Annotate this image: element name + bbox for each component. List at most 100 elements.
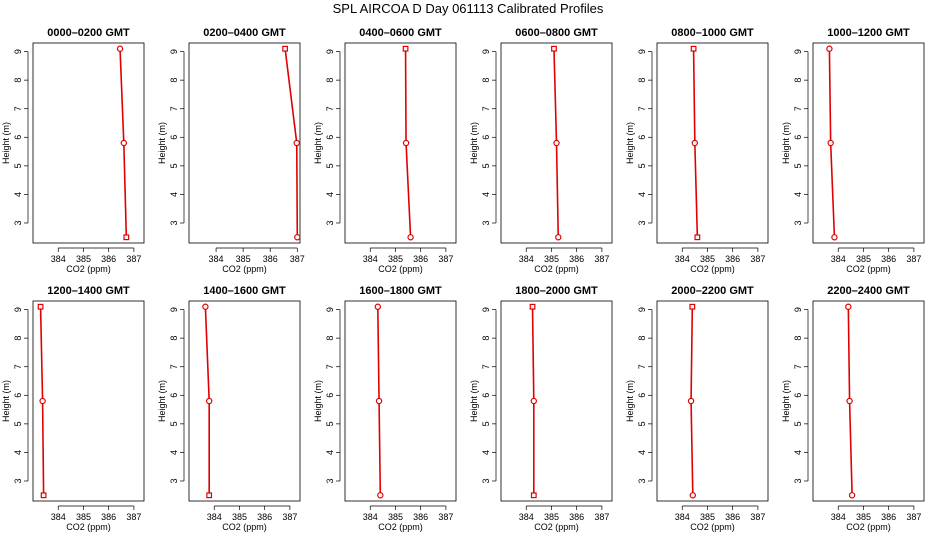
data-point (831, 234, 838, 241)
x-tick-label: 384 (831, 254, 846, 264)
y-tick-label: 7 (169, 106, 179, 111)
y-axis-label: Height (m) (1, 122, 11, 164)
x-tick-label: 384 (831, 512, 846, 522)
data-point (848, 492, 856, 499)
data-point (691, 139, 699, 147)
x-tick-label: 386 (569, 512, 584, 522)
y-tick-label: 3 (13, 220, 23, 225)
data-point (206, 492, 213, 499)
y-tick-label: 9 (793, 49, 803, 54)
panel-title: 0400–0600 GMT (359, 27, 442, 39)
y-tick-label: 6 (169, 135, 179, 140)
x-tick-label: 387 (126, 512, 141, 522)
y-tick-label: 3 (325, 220, 335, 225)
y-tick-label: 4 (481, 192, 491, 197)
x-tick-label: 384 (363, 512, 378, 522)
data-point (551, 45, 557, 52)
y-tick-label: 7 (481, 364, 491, 369)
y-tick-label: 6 (13, 393, 23, 398)
x-tick-label: 386 (101, 512, 116, 522)
y-tick-label: 8 (325, 78, 335, 83)
y-axis-label: Height (m) (625, 380, 635, 422)
x-tick-label: 386 (413, 512, 428, 522)
plot-frame (32, 42, 145, 244)
y-tick-label: 3 (637, 478, 647, 483)
x-tick-label: 385 (856, 512, 871, 522)
y-tick-label: 8 (13, 78, 23, 83)
data-point (40, 492, 47, 499)
y-tick-label: 5 (793, 163, 803, 168)
data-point (846, 397, 853, 405)
y-tick-label: 3 (793, 478, 803, 483)
y-tick-label: 8 (637, 78, 647, 83)
y-axis-label: Height (m) (313, 380, 323, 422)
y-tick-label: 4 (481, 450, 491, 455)
y-tick-label: 6 (637, 393, 647, 398)
x-tick-label: 387 (438, 512, 453, 522)
plot-frame (812, 300, 925, 502)
panel-title: 0200–0400 GMT (203, 27, 286, 39)
y-tick-label: 5 (481, 163, 491, 168)
x-axis-label: CO2 (ppm) (690, 522, 735, 532)
y-tick-label: 8 (325, 336, 335, 341)
y-axis-label: Height (m) (781, 122, 791, 164)
y-tick-label: 9 (325, 307, 335, 312)
plot-frame (500, 300, 613, 502)
x-axis-label: CO2 (ppm) (378, 264, 423, 274)
x-tick-label: 386 (413, 254, 428, 264)
data-point (294, 234, 301, 241)
y-tick-label: 6 (637, 135, 647, 140)
y-tick-label: 7 (325, 364, 335, 369)
panel-12: 2200–2400 GMT 384 385 386 387 CO2 (ppm) 3 4 5 6 7 8… (781, 285, 925, 532)
plot-frame (188, 300, 301, 502)
y-tick-label: 5 (637, 163, 647, 168)
y-tick-label: 3 (793, 220, 803, 225)
y-tick-label: 5 (169, 421, 179, 426)
y-tick-label: 4 (637, 450, 647, 455)
panel-10: 1800–2000 GMT 384 385 386 387 CO2 (ppm) 3 4 5 6 7 8… (469, 285, 613, 532)
panel-title: 2200–2400 GMT (827, 285, 910, 297)
x-axis-label: CO2 (ppm) (222, 522, 267, 532)
y-tick-label: 6 (481, 135, 491, 140)
x-tick-label: 384 (207, 512, 222, 522)
panel-title: 2000–2200 GMT (671, 285, 754, 297)
y-tick-label: 5 (13, 421, 23, 426)
x-tick-label: 387 (290, 254, 305, 264)
data-point (202, 303, 209, 310)
y-tick-label: 4 (325, 450, 335, 455)
x-tick-label: 386 (257, 512, 272, 522)
y-tick-label: 9 (13, 49, 23, 54)
x-tick-label: 384 (51, 512, 66, 522)
x-tick-label: 385 (544, 512, 559, 522)
y-tick-label: 7 (793, 364, 803, 369)
data-point (375, 397, 383, 405)
plot-frame (188, 42, 301, 244)
x-tick-label: 386 (569, 254, 584, 264)
y-axis-label: Height (m) (469, 122, 479, 164)
panel-4: 0600–0800 GMT 384 385 386 387 CO2 (ppm) 3 4 5 6 7 8… (469, 27, 613, 274)
x-axis-label: CO2 (ppm) (378, 522, 423, 532)
panel-title: 1600–1800 GMT (359, 285, 442, 297)
data-point (687, 397, 695, 405)
y-tick-label: 7 (637, 364, 647, 369)
y-tick-label: 7 (637, 106, 647, 111)
y-tick-label: 4 (169, 192, 179, 197)
plot-frame (32, 300, 145, 502)
panel-5: 0800–1000 GMT 384 385 386 387 CO2 (ppm) 3 4 5 6 7 8… (625, 27, 769, 274)
y-tick-label: 4 (13, 192, 23, 197)
x-tick-label: 387 (438, 254, 453, 264)
plot-frame (656, 300, 769, 502)
y-tick-label: 9 (637, 307, 647, 312)
y-tick-label: 5 (325, 421, 335, 426)
y-tick-label: 5 (169, 163, 179, 168)
y-tick-label: 6 (793, 135, 803, 140)
data-point (845, 303, 852, 310)
plot-frame (656, 42, 769, 244)
panel-title: 1200–1400 GMT (47, 285, 130, 297)
y-tick-label: 4 (325, 192, 335, 197)
data-point (205, 397, 213, 405)
plot-frame (344, 42, 457, 244)
y-tick-label: 9 (637, 49, 647, 54)
plot-frame (344, 300, 457, 502)
y-tick-label: 9 (481, 49, 491, 54)
